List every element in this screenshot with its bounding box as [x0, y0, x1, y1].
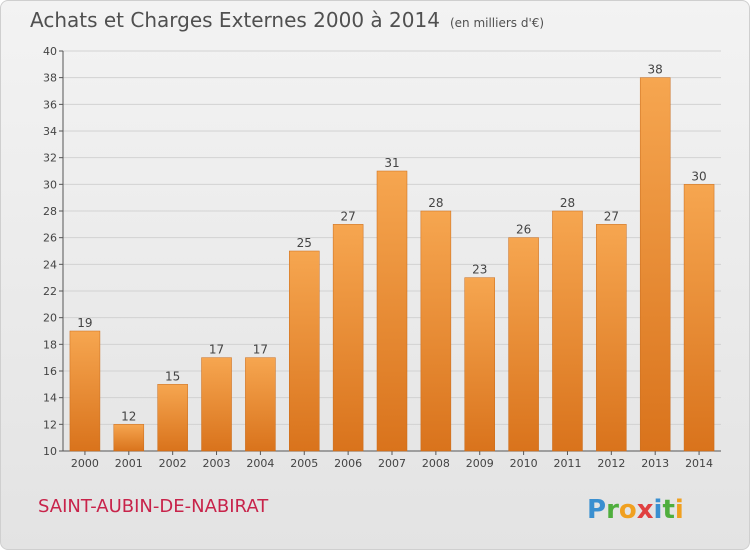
value-label-2005: 25 [297, 236, 312, 250]
x-tick-label-2010: 2010 [510, 457, 538, 470]
value-label-2010: 26 [516, 223, 531, 237]
y-tick-label: 20 [43, 312, 57, 325]
bar-2000 [69, 330, 101, 452]
bar-2009 [464, 277, 495, 452]
value-label-2013: 38 [648, 63, 663, 77]
unit-note: (en milliers d'€) [449, 16, 545, 30]
value-label-2011: 28 [560, 196, 575, 210]
value-label-2009: 23 [472, 263, 487, 277]
x-tick-label-2000: 2000 [71, 457, 99, 470]
value-label-2000: 19 [77, 316, 92, 330]
commune-name: SAINT-AUBIN-DE-NABIRAT [38, 496, 269, 517]
value-label-2012: 27 [604, 209, 619, 223]
y-tick-label: 14 [43, 392, 57, 405]
x-tick-label-2005: 2005 [290, 457, 318, 470]
bar-2005 [289, 250, 320, 452]
y-tick-label: 10 [43, 445, 57, 458]
y-tick-label: 22 [43, 285, 57, 298]
bars [69, 77, 715, 452]
value-label-2002: 15 [165, 369, 180, 383]
x-tick-label-2003: 2003 [203, 457, 231, 470]
bar-2007 [376, 170, 408, 452]
y-tick-label: 12 [43, 418, 57, 431]
x-tick-label-2008: 2008 [422, 457, 450, 470]
y-tick-label: 16 [43, 365, 57, 378]
x-tick-label-2002: 2002 [159, 457, 187, 470]
value-label-2006: 27 [340, 209, 355, 223]
x-tick-label-2004: 2004 [246, 457, 274, 470]
bar-2014 [683, 184, 715, 452]
bar-2011 [552, 210, 583, 452]
y-tick-label: 36 [43, 98, 57, 111]
value-labels: 19 12 15 17 17 25 27 31 28 23 26 28 27 38 30 [77, 63, 706, 424]
x-tick-label-2007: 2007 [378, 457, 406, 470]
chart-title: Achats et Charges Externes 2000 à 2014 (e… [30, 8, 544, 32]
y-tick-label: 26 [43, 232, 57, 245]
bar-2003 [201, 357, 232, 452]
bar-2012 [596, 224, 627, 452]
bar-2001 [113, 424, 145, 452]
bar-2006 [332, 224, 364, 452]
bar-2004 [245, 357, 276, 452]
y-tick-label: 32 [43, 152, 57, 165]
y-tick-label: 38 [43, 72, 57, 85]
x-tick-label-2011: 2011 [553, 457, 581, 470]
value-label-2003: 17 [209, 343, 224, 357]
value-label-2008: 28 [428, 196, 443, 210]
value-label-2001: 12 [121, 409, 136, 423]
proxiti-logo-text: Proxiti [587, 495, 684, 525]
bar-2013 [639, 77, 671, 452]
y-tick-label: 30 [43, 178, 57, 191]
x-tick-label-2014: 2014 [685, 457, 713, 470]
y-tick-label: 28 [43, 205, 57, 218]
x-tick-label-2001: 2001 [115, 457, 143, 470]
bar-2010 [508, 237, 539, 452]
y-tick-label: 40 [43, 45, 57, 58]
value-label-2007: 31 [384, 156, 399, 170]
y-tick-label: 24 [43, 258, 57, 271]
x-tick-label-2009: 2009 [466, 457, 494, 470]
y-tick-label: 34 [43, 125, 57, 138]
bar-2008 [420, 210, 452, 452]
y-tick-label: 18 [43, 338, 57, 351]
value-label-2004: 17 [253, 343, 268, 357]
chart-title-text: Achats et Charges Externes 2000 à 2014 [30, 8, 440, 32]
x-tick-label-2013: 2013 [641, 457, 669, 470]
value-label-2014: 30 [691, 169, 706, 183]
bar-2002 [157, 384, 188, 452]
x-tick-label-2006: 2006 [334, 457, 362, 470]
x-tick-label-2012: 2012 [597, 457, 625, 470]
proxiti-logo[interactable]: Proxiti [587, 490, 697, 530]
